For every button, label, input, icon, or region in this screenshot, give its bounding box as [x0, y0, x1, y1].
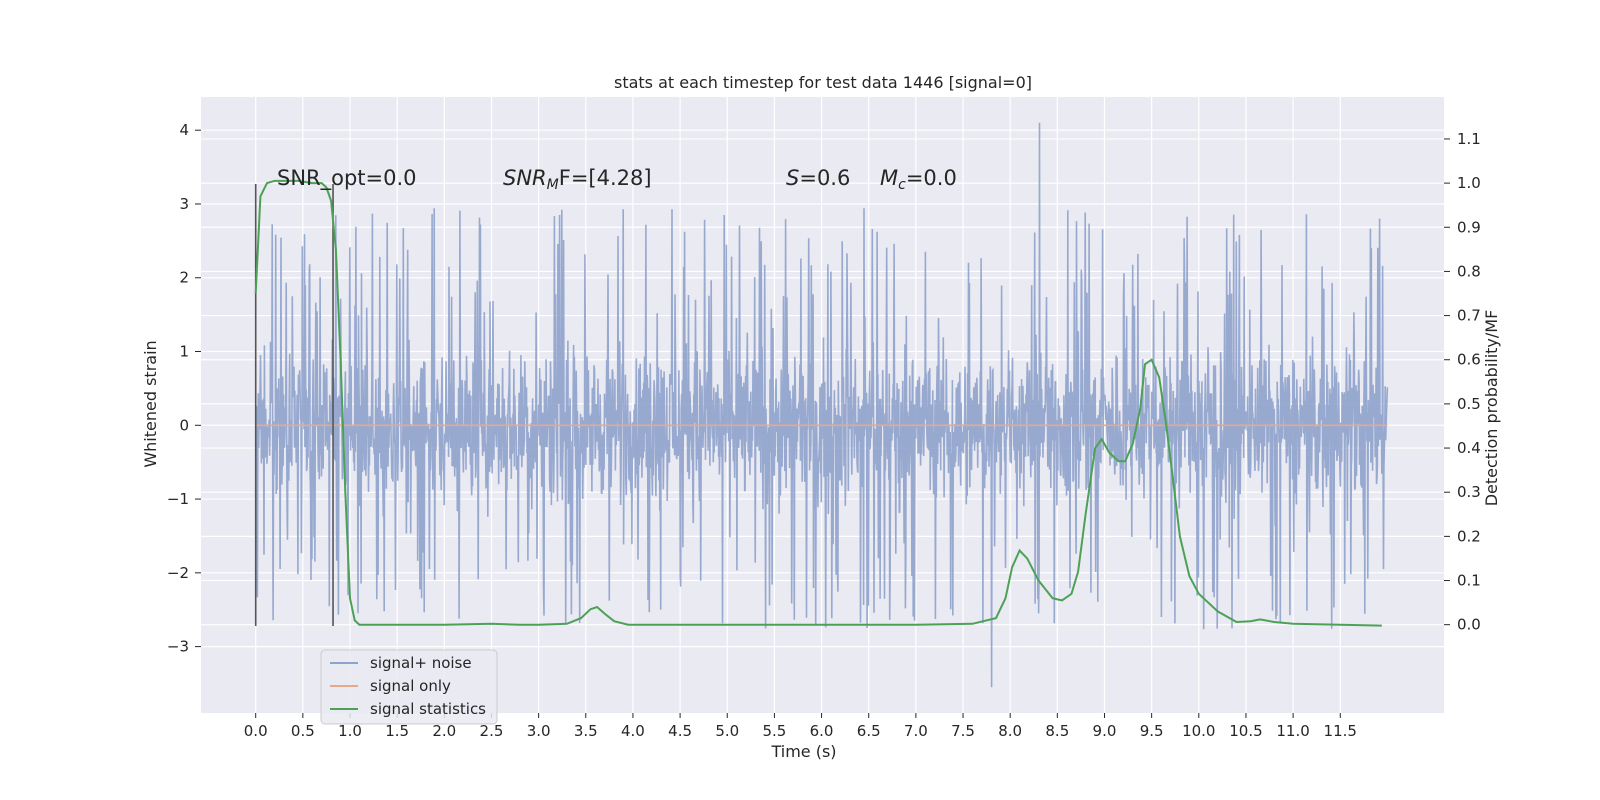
y-tick-label-7: 4: [179, 121, 189, 139]
y2-tick-label-10: 1.0: [1457, 174, 1481, 192]
y2-tick-label-0: 0.0: [1457, 616, 1481, 634]
x-tick-label-15: 7.5: [951, 722, 975, 740]
x-axis-label: Time (s): [770, 742, 836, 761]
x-tick-label-7: 3.5: [574, 722, 598, 740]
x-tick-label-22: 11.0: [1276, 722, 1309, 740]
x-tick-label-14: 7.0: [904, 722, 928, 740]
legend-label-signal-statistics: signal statistics: [370, 700, 486, 718]
legend-label-signal-only: signal only: [370, 677, 451, 695]
window-markers: [254, 184, 334, 626]
y2-tick-label-3: 0.3: [1457, 483, 1481, 501]
y2-tick-label-2: 0.2: [1457, 527, 1481, 545]
series-signal-noise: [254, 122, 1389, 688]
x-tick-label-1: 0.5: [291, 722, 315, 740]
x-tick-label-20: 10.0: [1182, 722, 1215, 740]
legend: signal+ noise signal only signal statist…: [320, 649, 498, 725]
x-tick-label-6: 3.0: [527, 722, 551, 740]
x-tick-label-18: 9.0: [1093, 722, 1117, 740]
x-tick-label-5: 2.5: [480, 722, 504, 740]
y2-tick-label-4: 0.4: [1457, 439, 1481, 457]
y2-tick-label-8: 0.8: [1457, 262, 1481, 280]
annotation-snr-mf-rest: F=[4.28]: [559, 166, 652, 190]
annotation-s: S=0.6: [786, 166, 850, 190]
x-tick-label-19: 9.5: [1140, 722, 1164, 740]
y-tick-label-4: 1: [179, 343, 189, 361]
chart-title: stats at each timestep for test data 144…: [614, 73, 1032, 92]
x-tick-label-10: 5.0: [715, 722, 739, 740]
x-tick-label-16: 8.0: [998, 722, 1022, 740]
y2-axis-label: Detection probability/MF: [1482, 310, 1501, 507]
grid-lines: [201, 97, 1444, 713]
annotation-mc-rest: =0.0: [906, 166, 957, 190]
x-tick-label-21: 10.5: [1229, 722, 1262, 740]
annotation-mc: Mc=0.0: [880, 166, 957, 193]
y2-tick-label-11: 1.1: [1457, 130, 1481, 148]
y2-tick-label-5: 0.5: [1457, 395, 1481, 413]
y-tick-label-1: −2: [167, 564, 189, 582]
x-tick-label-11: 5.5: [762, 722, 786, 740]
y-axis-label: Whitened strain: [141, 340, 160, 467]
y2-tick-label-6: 0.6: [1457, 351, 1481, 369]
y2-tick-label-1: 0.1: [1457, 572, 1481, 590]
annotation-snr-opt: SNR_opt=0.0: [277, 166, 417, 191]
annotation-snr-mf: SNRMF=[4.28]: [503, 166, 652, 193]
x-tick-label-2: 1.0: [338, 722, 362, 740]
series-signal-statistics: [254, 179, 1382, 627]
annotation-s-main: S: [786, 166, 799, 190]
x-tick-label-17: 8.5: [1045, 722, 1069, 740]
y-tick-label-3: 0: [179, 416, 189, 434]
y2-tick-label-9: 0.9: [1457, 218, 1481, 236]
x-tick-label-13: 6.5: [857, 722, 881, 740]
x-tick-label-0: 0.0: [244, 722, 268, 740]
legend-box: [320, 649, 498, 725]
statistics-line: [254, 179, 1382, 627]
x-tick-label-23: 11.5: [1324, 722, 1357, 740]
annotations: SNR_opt=0.0 SNRMF=[4.28] S=0.6 Mc=0.0: [277, 166, 957, 193]
y-tick-label-5: 2: [179, 269, 189, 287]
annotation-mc-main: M: [880, 166, 898, 190]
x-tick-label-4: 2.0: [432, 722, 456, 740]
x-tick-label-8: 4.0: [621, 722, 645, 740]
annotation-snr-mf-sub: M: [547, 177, 559, 193]
x-tick-label-3: 1.5: [385, 722, 409, 740]
y2-tick-label-7: 0.7: [1457, 307, 1481, 325]
annotation-s-rest: =0.6: [799, 166, 850, 190]
x-tick-label-9: 4.5: [668, 722, 692, 740]
y-tick-label-6: 3: [179, 195, 189, 213]
noise-trace: [254, 122, 1389, 688]
annotation-snr-mf-main: SNR: [503, 166, 547, 190]
y-tick-label-0: −3: [167, 638, 189, 656]
tick-labels: 0.0 0.5 1.0 1.5 2.0 2.5 3.0 3.5 4.0 4.5 5.0 5.5 6.0 6…: [167, 121, 1481, 740]
x-tick-label-12: 6.0: [810, 722, 834, 740]
annotation-mc-sub: c: [898, 177, 906, 193]
legend-label-signal-noise: signal+ noise: [370, 654, 472, 672]
y-tick-label-2: −1: [167, 490, 189, 508]
